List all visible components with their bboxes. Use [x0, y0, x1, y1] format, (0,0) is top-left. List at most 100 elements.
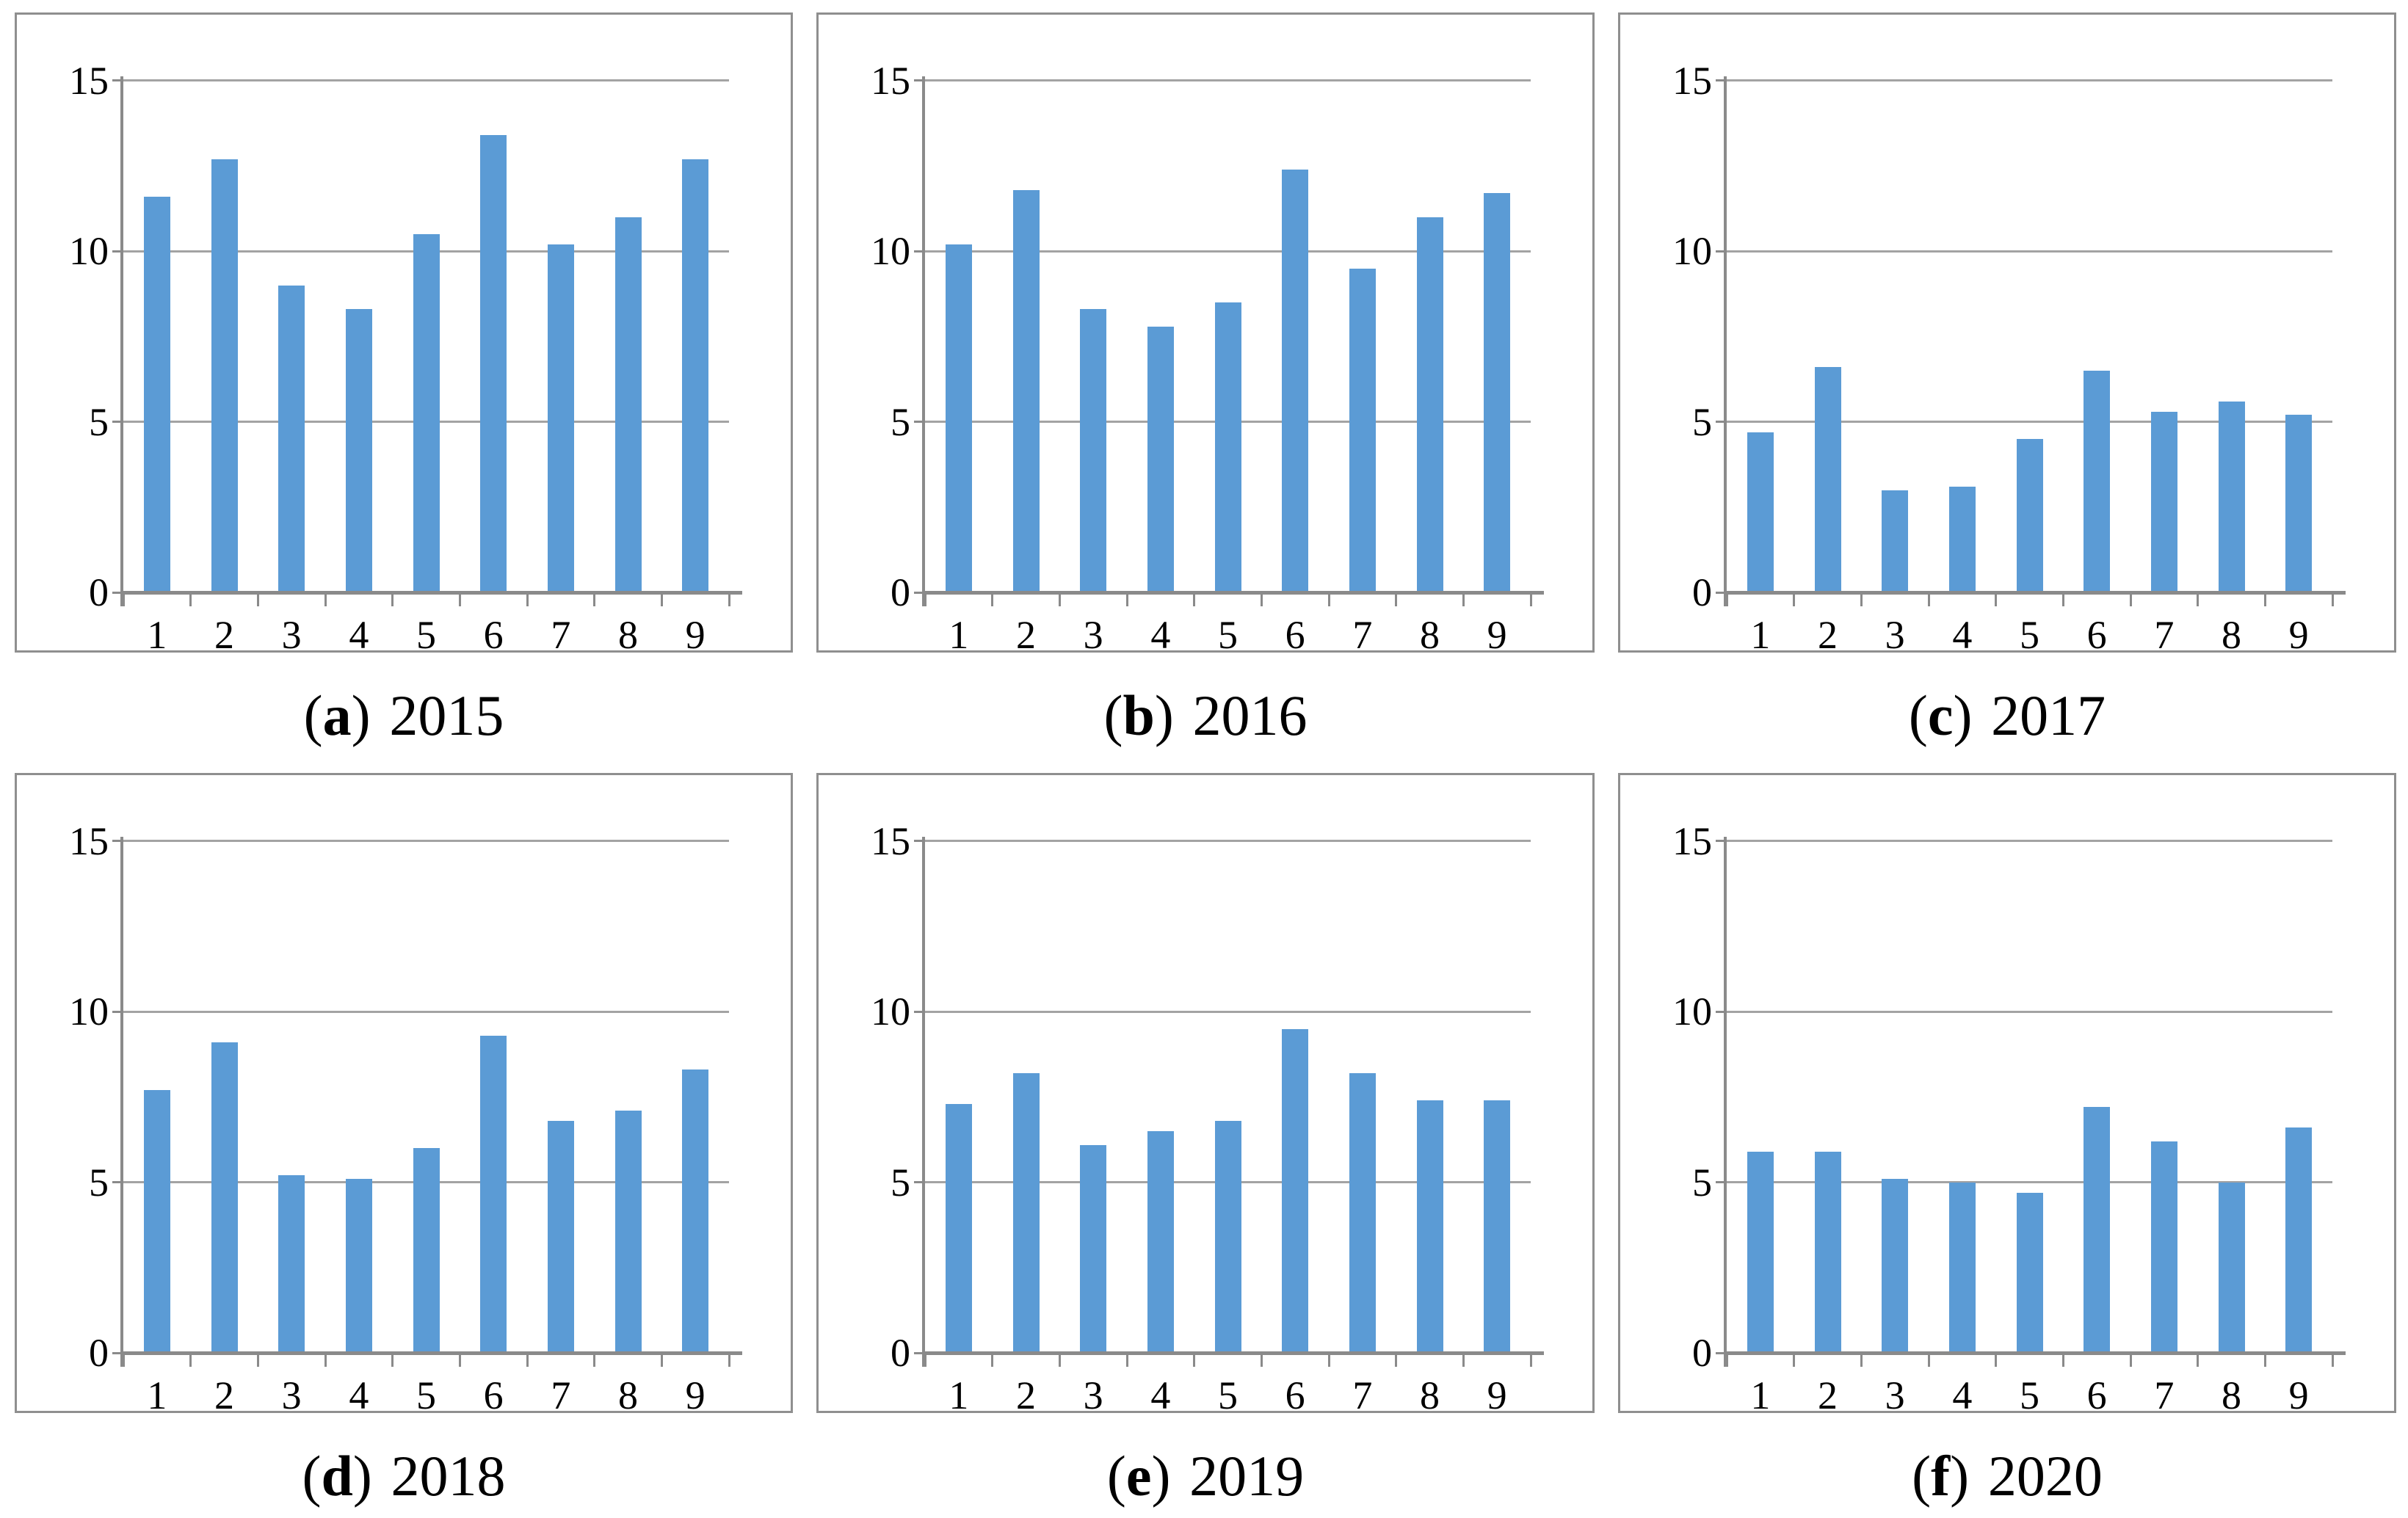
x-axis-category-label: 2 [1817, 1373, 1838, 1417]
x-axis-tick [1327, 595, 1330, 606]
x-axis-tick [924, 1355, 926, 1367]
x-axis-tick [1860, 595, 1863, 606]
caption-year: 2019 [1189, 1444, 1305, 1508]
x-axis [120, 591, 742, 595]
x-axis-category-label: 4 [1150, 613, 1171, 657]
x-axis-tick [2331, 1355, 2334, 1367]
x-axis-category-label: 9 [685, 1373, 706, 1417]
x-axis-tick [391, 1355, 394, 1367]
x-axis-category-label: 3 [1885, 613, 1905, 657]
bar-2018-4 [346, 1179, 372, 1353]
y-axis-tick-5 [914, 421, 925, 424]
y-axis-tick-label: 15 [1672, 818, 1712, 863]
y-axis-tick-label: 10 [871, 229, 910, 274]
x-axis-tick [1725, 1355, 1728, 1367]
x-axis-category-label: 7 [551, 1373, 571, 1417]
x-axis-tick [2061, 1355, 2064, 1367]
y-axis-tick-5 [112, 421, 123, 424]
x-axis-tick [189, 595, 192, 606]
bar-2015-7 [548, 244, 574, 592]
x-axis [922, 1351, 1544, 1355]
gridline-y10 [925, 1010, 1531, 1013]
plot-area-c: 0 5 10 15 1 2 3 4 5 6 7 8 9 [1620, 15, 2394, 657]
chart-caption-e: (e) 2019 [816, 1442, 1595, 1510]
x-axis-tick [1927, 595, 1930, 606]
y-axis-tick-label: 0 [89, 1331, 109, 1375]
chart-panel-e: 0 5 10 15 1 2 3 4 5 6 7 8 9 [816, 773, 1595, 1417]
chart-caption-c: (c) 2017 [1618, 682, 2396, 749]
y-axis-tick-label: 10 [69, 989, 109, 1034]
x-axis-tick [1462, 1355, 1465, 1367]
x-axis-category-label: 7 [1352, 1373, 1373, 1417]
plot-area-e: 0 5 10 15 1 2 3 4 5 6 7 8 9 [819, 775, 1592, 1417]
bar-2020-3 [1882, 1179, 1908, 1353]
x-axis-category-label: 9 [1487, 613, 1507, 657]
x-axis-category-label: 3 [1083, 613, 1103, 657]
bar-2020-4 [1949, 1183, 1976, 1353]
x-axis-tick [1860, 1355, 1863, 1367]
x-axis-category-label: 9 [1487, 1373, 1507, 1417]
bar-2017-9 [2285, 415, 2312, 592]
x-axis-category-label: 4 [349, 613, 369, 657]
y-axis-tick-5 [1716, 1181, 1727, 1184]
chart-caption-d: (d) 2018 [15, 1442, 793, 1510]
x-axis-tick [660, 1355, 663, 1367]
y-axis-tick-0 [112, 591, 123, 594]
x-axis-tick [1725, 595, 1728, 606]
gridline-y10 [1727, 250, 2332, 253]
bar-2018-9 [682, 1070, 708, 1353]
gridline-y15 [123, 79, 729, 82]
y-axis-tick-15 [1716, 840, 1727, 843]
caption-paren-open: ( [303, 683, 323, 747]
bar-2020-9 [2285, 1127, 2312, 1353]
x-axis-tick [1327, 1355, 1330, 1367]
bar-2019-4 [1147, 1131, 1174, 1353]
x-axis-tick [2129, 595, 2132, 606]
y-axis-tick-10 [112, 250, 123, 253]
x-axis-tick [1395, 1355, 1398, 1367]
bar-2018-5 [413, 1148, 440, 1353]
x-axis-category-label: 3 [281, 1373, 302, 1417]
y-axis-tick-label: 5 [1692, 399, 1712, 444]
caption-year: 2017 [1991, 683, 2106, 747]
x-axis-category-label: 7 [551, 613, 571, 657]
bar-2016-9 [1484, 193, 1510, 592]
x-axis-category-label: 8 [617, 1373, 638, 1417]
x-axis-tick [991, 1355, 994, 1367]
bar-2019-9 [1484, 1100, 1510, 1353]
x-axis-category-label: 8 [2221, 613, 2241, 657]
x-axis-tick [2129, 1355, 2132, 1367]
x-axis-tick [458, 1355, 461, 1367]
x-axis-tick [1395, 595, 1398, 606]
x-axis-category-label: 1 [949, 613, 969, 657]
y-axis-tick-label: 0 [89, 570, 109, 614]
x-axis-tick [256, 1355, 259, 1367]
bar-2016-6 [1282, 170, 1308, 592]
caption-year: 2015 [389, 683, 504, 747]
gridline-y5 [1727, 1181, 2332, 1184]
bar-2015-6 [480, 135, 507, 592]
x-axis-category-label: 8 [1419, 613, 1440, 657]
y-axis [1724, 76, 1727, 606]
caption-paren-open: ( [1908, 683, 1928, 747]
x-axis-tick [1529, 595, 1532, 606]
y-axis-tick-label: 15 [1672, 58, 1712, 103]
chart-caption-f: (f) 2020 [1618, 1442, 2396, 1510]
x-axis-category-label: 2 [1817, 613, 1838, 657]
x-axis-category-label: 7 [1352, 613, 1373, 657]
x-axis-category-label: 9 [685, 613, 706, 657]
y-axis-tick-0 [112, 1351, 123, 1354]
x-axis-category-label: 2 [1015, 613, 1036, 657]
x-axis-tick [1529, 1355, 1532, 1367]
y-axis-tick-label: 15 [69, 818, 109, 863]
x-axis-category-label: 4 [1952, 1373, 1973, 1417]
y-axis-tick-5 [1716, 421, 1727, 424]
bar-2016-3 [1080, 309, 1106, 592]
x-axis-category-label: 7 [2154, 1373, 2175, 1417]
chart-caption-b: (b) 2016 [816, 682, 1595, 749]
y-axis-tick-5 [112, 1181, 123, 1184]
bar-2017-1 [1747, 432, 1774, 592]
x-axis-category-label: 3 [281, 613, 302, 657]
y-axis-tick-label: 15 [871, 818, 910, 863]
y-axis [120, 76, 123, 606]
